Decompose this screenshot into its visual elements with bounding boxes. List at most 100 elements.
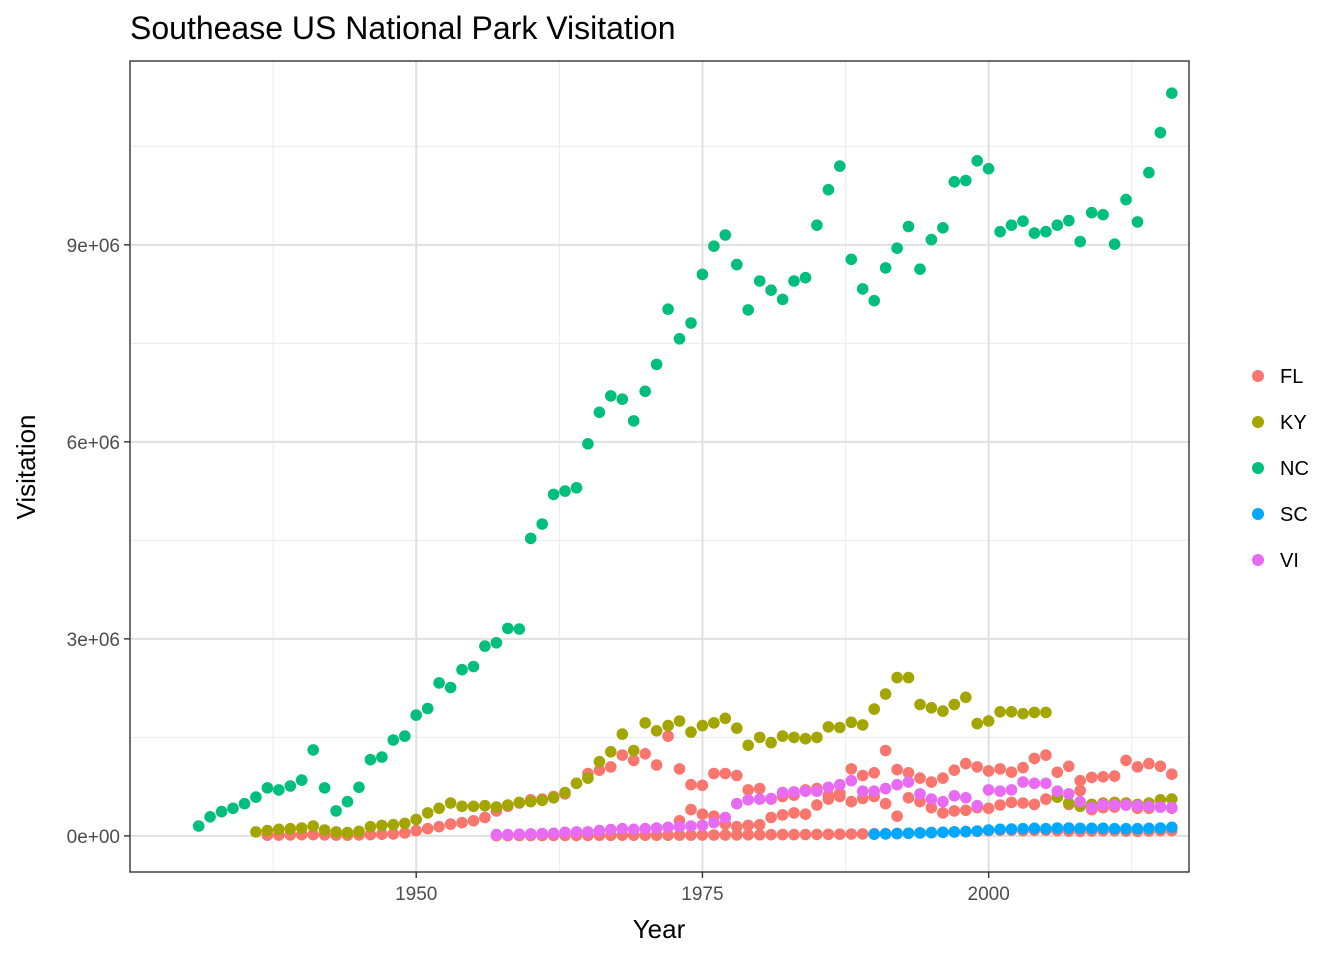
data-point-ky: [753, 731, 766, 744]
data-point-vi: [662, 821, 674, 834]
data-point-ky: [1063, 797, 1075, 809]
data-point-nc: [502, 622, 514, 635]
data-point-ky: [776, 730, 789, 742]
data-point-sc: [1005, 823, 1018, 835]
data-point-nc: [982, 162, 995, 175]
minor-gridlines: [130, 61, 1189, 872]
data-point-nc: [799, 271, 812, 284]
data-point-vi: [1063, 788, 1075, 800]
data-point-fl: [937, 807, 949, 819]
data-point-sc: [1143, 822, 1155, 835]
data-point-fl: [685, 829, 697, 841]
data-point-ky: [341, 826, 354, 839]
data-point-ky: [650, 725, 663, 737]
data-point-ky: [639, 717, 651, 729]
data-point-vi: [753, 793, 766, 805]
data-point-ky: [490, 801, 503, 813]
data-point-fl: [982, 802, 995, 815]
data-point-vi: [627, 823, 640, 836]
data-point-nc: [1108, 238, 1121, 250]
data-point-fl: [845, 795, 858, 808]
data-point-fl: [467, 815, 480, 827]
data-point-vi: [673, 820, 686, 833]
data-point-ky: [410, 813, 423, 826]
legend-label-nc: NC: [1280, 458, 1309, 480]
data-point-nc: [1074, 235, 1086, 248]
data-point-ky: [948, 698, 961, 711]
data-point-ky: [879, 688, 892, 700]
y-axis: 0e+00 3e+06 6e+06 9e+06: [67, 236, 130, 848]
data-point-ky: [330, 826, 342, 838]
data-point-fl: [753, 829, 766, 841]
data-point-ky: [479, 799, 491, 812]
data-point-sc: [1085, 822, 1098, 835]
data-point-ky: [708, 717, 720, 729]
data-point-fl: [1143, 757, 1155, 770]
data-point-nc: [341, 795, 354, 808]
data-point-nc: [1017, 215, 1029, 227]
legend: FL KY NC SC VI: [1252, 366, 1309, 572]
data-point-ky: [593, 755, 606, 768]
data-point-fl: [1074, 784, 1086, 797]
data-point-ky: [582, 772, 594, 784]
data-point-fl: [868, 767, 880, 779]
data-point-fl: [376, 828, 388, 840]
data-point-nc: [1051, 219, 1064, 231]
y-tick-label: 6e+06: [67, 433, 120, 454]
data-point-vi: [1143, 800, 1155, 813]
data-point-fl: [1028, 798, 1041, 811]
data-point-fl: [811, 799, 823, 811]
data-point-ky: [513, 796, 526, 809]
data-point-nc: [1097, 208, 1109, 221]
data-point-ky: [765, 736, 777, 749]
data-point-ky: [433, 802, 445, 815]
data-point-vi: [868, 785, 880, 797]
data-point-vi: [1131, 799, 1144, 812]
data-point-vi: [513, 828, 526, 840]
data-point-sc: [948, 826, 961, 838]
data-point-fl: [685, 778, 697, 791]
data-point-fl: [742, 819, 754, 832]
legend-label-ky: KY: [1280, 412, 1307, 434]
data-point-nc: [1166, 87, 1178, 99]
data-point-fl: [1131, 761, 1144, 773]
data-point-ky: [891, 671, 903, 684]
data-point-nc: [215, 805, 228, 818]
data-point-vi: [822, 781, 835, 794]
data-point-nc: [227, 802, 239, 815]
data-point-nc: [1005, 219, 1018, 231]
data-point-ky: [811, 731, 823, 744]
data-point-ky: [421, 807, 434, 819]
legend-key-sc: [1252, 508, 1264, 520]
data-point-fl: [673, 763, 686, 775]
legend-key-nc: [1252, 462, 1264, 474]
data-point-fl: [776, 828, 789, 841]
data-point-nc: [490, 637, 503, 649]
data-point-ky: [696, 719, 709, 732]
data-point-sc: [960, 825, 972, 838]
data-point-nc: [376, 751, 388, 763]
data-point-nc: [307, 744, 320, 756]
data-point-ky: [376, 819, 388, 832]
data-point-nc: [834, 160, 846, 172]
data-point-ky: [559, 786, 571, 799]
data-point-vi: [1154, 801, 1167, 813]
data-point-nc: [284, 780, 297, 792]
data-point-ky: [719, 712, 732, 725]
data-point-nc: [593, 406, 606, 419]
data-point-fl: [650, 759, 663, 771]
data-point-fl: [742, 784, 754, 796]
data-point-sc: [937, 826, 949, 839]
data-point-nc: [960, 174, 972, 187]
data-point-vi: [856, 785, 869, 797]
data-point-nc: [479, 640, 491, 652]
data-point-vi: [914, 788, 926, 800]
data-point-fl: [1028, 752, 1041, 765]
legend-key-fl: [1252, 370, 1264, 382]
data-point-fl: [960, 757, 972, 770]
data-point-nc: [444, 681, 457, 694]
data-point-nc: [822, 183, 835, 196]
data-point-nc: [1120, 193, 1132, 206]
data-point-vi: [834, 778, 846, 791]
data-point-sc: [1051, 822, 1064, 834]
